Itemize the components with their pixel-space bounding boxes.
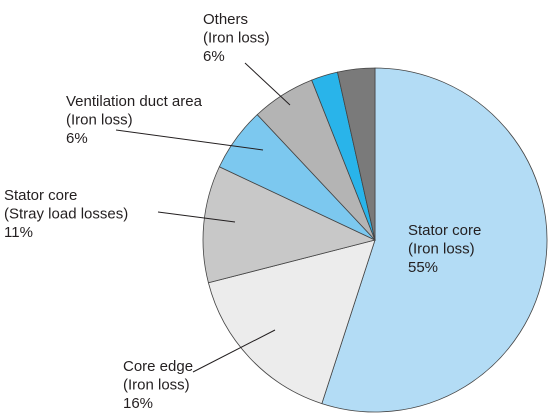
leader-line (115, 129, 264, 151)
slice-label: (Iron loss) (408, 240, 475, 257)
slice-label: (Iron loss) (203, 29, 270, 46)
slice-label: Ventilation duct area (66, 93, 203, 110)
slice-label: (Iron loss) (123, 376, 190, 393)
value-label: 6% (203, 48, 225, 65)
pie-slice (207, 239, 376, 405)
value-label: 6% (66, 130, 88, 147)
value-label: 16% (123, 395, 153, 412)
slice-label: (Stray load losses) (4, 205, 128, 222)
slice-label: (Iron loss) (66, 111, 133, 128)
pie-slice (337, 67, 376, 241)
pie-slice (321, 67, 548, 413)
leader-line (157, 211, 236, 223)
slice-label: Others (203, 11, 248, 28)
value-label: 11% (4, 224, 33, 241)
slice-label: Core edge (123, 358, 193, 375)
leader-line (192, 329, 276, 373)
slice-label: Stator core (4, 187, 77, 204)
value-label: 55% (408, 259, 438, 276)
leader-line (244, 62, 291, 106)
pie-slice (202, 166, 377, 284)
slice-label: Stator core (408, 222, 481, 239)
